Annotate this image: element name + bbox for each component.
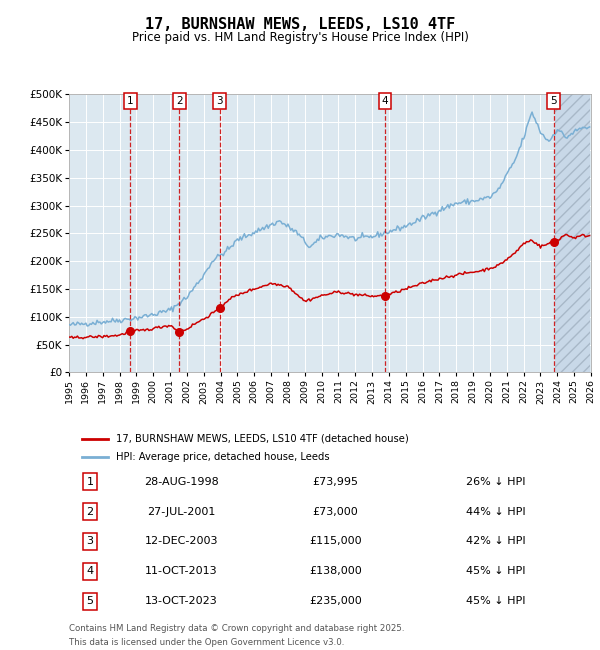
Text: 44% ↓ HPI: 44% ↓ HPI	[466, 506, 526, 517]
Text: HPI: Average price, detached house, Leeds: HPI: Average price, detached house, Leed…	[116, 452, 329, 462]
Text: £138,000: £138,000	[309, 566, 362, 577]
Text: 45% ↓ HPI: 45% ↓ HPI	[466, 566, 525, 577]
Text: 4: 4	[382, 96, 389, 106]
Text: 3: 3	[86, 536, 94, 547]
Text: 28-AUG-1998: 28-AUG-1998	[144, 476, 218, 487]
Text: 3: 3	[216, 96, 223, 106]
Text: Contains HM Land Registry data © Crown copyright and database right 2025.: Contains HM Land Registry data © Crown c…	[69, 624, 404, 633]
Text: 2: 2	[176, 96, 183, 106]
Text: £73,995: £73,995	[312, 476, 358, 487]
Text: 17, BURNSHAW MEWS, LEEDS, LS10 4TF (detached house): 17, BURNSHAW MEWS, LEEDS, LS10 4TF (deta…	[116, 434, 409, 443]
Text: 27-JUL-2001: 27-JUL-2001	[147, 506, 215, 517]
Text: 13-OCT-2023: 13-OCT-2023	[145, 596, 218, 606]
Text: 1: 1	[127, 96, 134, 106]
Text: 26% ↓ HPI: 26% ↓ HPI	[466, 476, 525, 487]
Text: 11-OCT-2013: 11-OCT-2013	[145, 566, 218, 577]
Text: This data is licensed under the Open Government Licence v3.0.: This data is licensed under the Open Gov…	[69, 638, 344, 647]
Text: Price paid vs. HM Land Registry's House Price Index (HPI): Price paid vs. HM Land Registry's House …	[131, 31, 469, 44]
Text: 12-DEC-2003: 12-DEC-2003	[145, 536, 218, 547]
Text: 5: 5	[550, 96, 557, 106]
Text: 2: 2	[86, 506, 94, 517]
Text: 1: 1	[86, 476, 94, 487]
Text: £73,000: £73,000	[313, 506, 358, 517]
Text: 5: 5	[86, 596, 94, 606]
Text: 17, BURNSHAW MEWS, LEEDS, LS10 4TF: 17, BURNSHAW MEWS, LEEDS, LS10 4TF	[145, 17, 455, 32]
Text: £115,000: £115,000	[309, 536, 362, 547]
Text: 45% ↓ HPI: 45% ↓ HPI	[466, 596, 525, 606]
Text: £235,000: £235,000	[309, 596, 362, 606]
Text: 4: 4	[86, 566, 94, 577]
Text: 42% ↓ HPI: 42% ↓ HPI	[466, 536, 526, 547]
